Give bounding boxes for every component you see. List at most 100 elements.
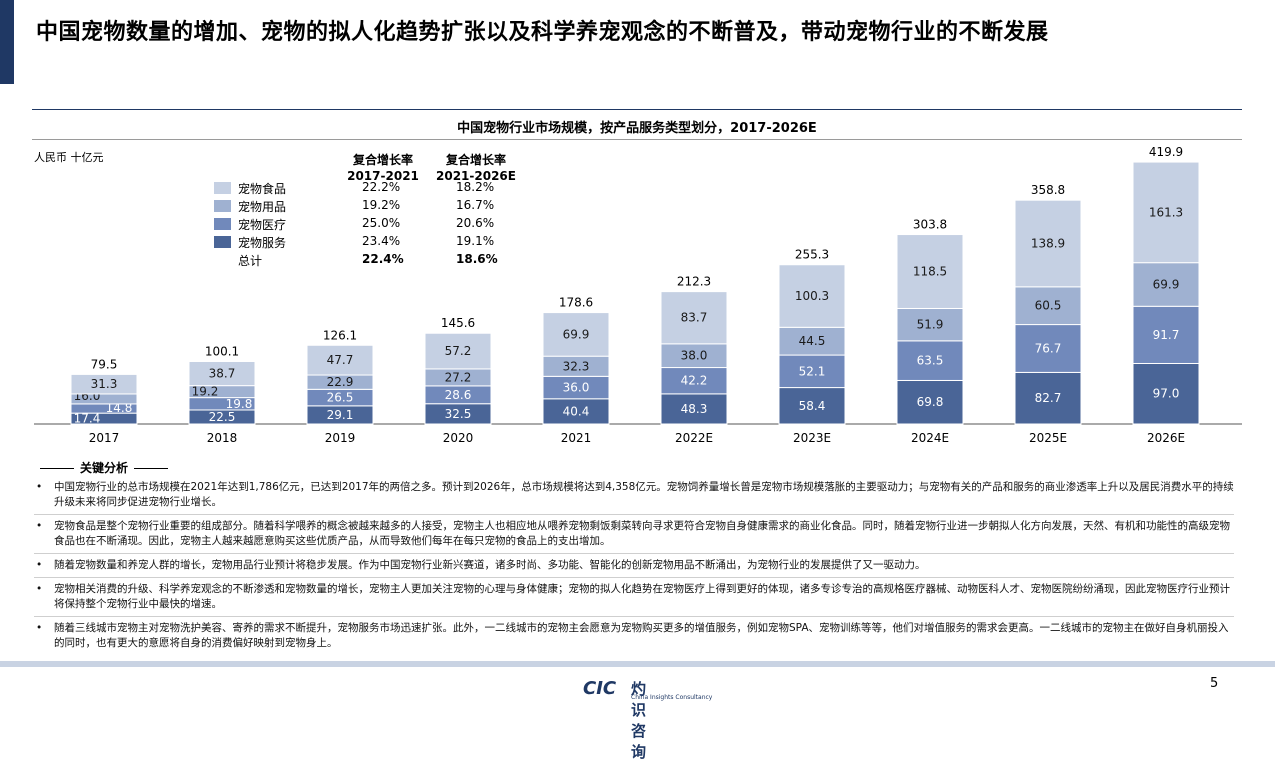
bar-value-label: 58.4 [799, 399, 826, 413]
bar-value-label: 27.2 [445, 370, 472, 384]
x-tick-label: 2017 [89, 431, 120, 445]
bar-segment [1132, 262, 1200, 307]
bullet-dot: • [36, 583, 43, 595]
bar-total-label: 100.1 [205, 344, 239, 358]
bar-value-label: 38.7 [209, 367, 236, 381]
bar-value-label: 31.3 [91, 377, 118, 391]
key-finding-text: 宠物相关消费的升级、科学养宠观念的不断渗透和宠物数量的增长，宠物主人更加关注宠物… [54, 583, 1230, 610]
legend-row-food: 宠物食品 22.2% 18.2% [214, 180, 514, 197]
bar-value-label: 26.5 [327, 391, 354, 405]
bar-segment [660, 393, 728, 425]
title-divider [32, 109, 1242, 110]
bullet-dot: • [36, 559, 43, 571]
bar-segment [542, 312, 610, 357]
bar-value-label: 69.8 [917, 395, 944, 409]
cagr-header-2-line2: 2021-2026E [436, 169, 516, 183]
cagr-header-1-line1: 复合增长率 [352, 153, 413, 167]
bar-value-label: 42.2 [681, 374, 708, 388]
slide-title: 中国宠物数量的增加、宠物的拟人化趋势扩张以及科学养宠观念的不断普及，带动宠物行业… [36, 19, 1049, 45]
bullet-dot: • [36, 520, 43, 532]
key-finding-item: • 宠物相关消费的升级、科学养宠观念的不断渗透和宠物数量的增长，宠物主人更加关注宠… [34, 582, 1234, 612]
bar-value-label: 91.7 [1153, 328, 1180, 342]
bar-segment [306, 344, 374, 376]
bar-value-label: 48.3 [681, 402, 708, 416]
bar-total-label: 178.6 [559, 296, 593, 310]
bar-value-label: 82.7 [1035, 391, 1062, 405]
bar-segment [896, 234, 964, 309]
key-findings-list: • 中国宠物行业的总市场规模在2021年达到1,786亿元，已达到2017年的两倍… [34, 480, 1234, 655]
x-tick-label: 2024E [911, 431, 949, 445]
bar-value-label: 19.2 [192, 385, 219, 399]
page-number: 5 [1210, 676, 1219, 691]
bar-value-label: 161.3 [1149, 205, 1183, 219]
bar-value-label: 44.5 [799, 334, 826, 348]
bar-value-label: 32.3 [563, 359, 590, 373]
bullet-divider [34, 577, 1234, 578]
bar-value-label: 19.8 [226, 397, 253, 411]
bar-segment [542, 398, 610, 425]
bar-value-label: 28.6 [445, 388, 472, 402]
bar-value-label: 47.7 [327, 353, 354, 367]
legend-cagr2-total: 18.6% [456, 252, 498, 266]
logo-chinese-name: 灼识咨询 [631, 680, 647, 761]
x-tick-label: 2022E [675, 431, 713, 445]
bar-segment [660, 291, 728, 345]
bar-total-label: 303.8 [913, 218, 947, 232]
bar-segment [778, 354, 846, 389]
x-tick-label: 2026E [1147, 431, 1185, 445]
bar-total-label: 79.5 [91, 357, 118, 371]
bullet-dot: • [36, 481, 43, 493]
key-finding-text: 中国宠物行业的总市场规模在2021年达到1,786亿元，已达到2017年的两倍之… [54, 481, 1234, 508]
y-axis-unit-label: 人民币 十亿元 [34, 151, 104, 164]
key-finding-text: 宠物食品是整个宠物行业重要的组成部分。随着科学喂养的概念被越来越多的人接受，宠物… [54, 520, 1230, 547]
bar-value-label: 17.4 [74, 412, 101, 426]
legend-row-supplies: 宠物用品 19.2% 16.7% [214, 198, 514, 215]
bar-total-label: 255.3 [795, 248, 829, 262]
legend-swatch-food [214, 182, 231, 194]
bar-segment [424, 332, 492, 370]
key-finding-item: • 随着宠物数量和养宠人群的增长，宠物用品行业预计将稳步发展。作为中国宠物行业新兴… [34, 558, 1234, 573]
bar-value-label: 38.0 [681, 349, 708, 363]
key-findings-rule-right [134, 468, 169, 469]
legend-cagr1-services: 23.4% [362, 234, 401, 248]
key-findings-title: 关键分析 [80, 461, 129, 475]
bar-segment [1132, 305, 1200, 364]
bar-value-label: 138.9 [1031, 237, 1065, 251]
bar-value-label: 52.1 [799, 364, 826, 378]
bullet-divider [34, 514, 1234, 515]
bar-value-label: 63.5 [917, 354, 944, 368]
bar-value-label: 69.9 [563, 327, 590, 341]
bar-value-label: 36.0 [563, 381, 590, 395]
bar-value-label: 97.0 [1153, 387, 1180, 401]
key-finding-item: • 中国宠物行业的总市场规模在2021年达到1,786亿元，已达到2017年的两倍… [34, 480, 1234, 510]
footer-bar [0, 661, 1275, 667]
x-tick-label: 2021 [561, 431, 592, 445]
bar-total-label: 212.3 [677, 275, 711, 289]
bar-segment [188, 360, 256, 387]
legend-swatch-medical [214, 218, 231, 230]
legend-cagr1-total: 22.4% [362, 252, 404, 266]
bar-segment [778, 326, 846, 356]
x-tick-label: 2020 [443, 431, 474, 445]
x-tick-label: 2025E [1029, 431, 1067, 445]
legend-cagr1-medical: 25.0% [362, 216, 401, 230]
chart-title: 中国宠物行业市场规模，按产品服务类型划分，2017-2026E [457, 121, 817, 136]
key-finding-text: 随着三线城市宠物主对宠物洗护美容、寄养的需求不断提升，宠物服务市场迅速扩张。此外… [54, 622, 1229, 649]
legend-cagr1-food: 22.2% [362, 180, 401, 194]
legend-row-medical: 宠物医疗 25.0% 20.6% [214, 216, 514, 233]
bar-value-label: 29.1 [327, 408, 354, 422]
key-finding-item: • 随着三线城市宠物主对宠物洗护美容、寄养的需求不断提升，宠物服务市场迅速扩张。此… [34, 621, 1234, 651]
bar-segment [660, 367, 728, 395]
bar-value-label: 51.9 [917, 318, 944, 332]
bar-total-label: 126.1 [323, 328, 357, 342]
legend-cagr2-supplies: 16.7% [456, 198, 495, 212]
bar-value-label: 118.5 [913, 265, 947, 279]
bar-segment [1014, 199, 1082, 288]
key-findings-header: 关键分析 [34, 459, 174, 476]
bar-value-label: 32.5 [445, 407, 472, 421]
x-tick-label: 2023E [793, 431, 831, 445]
key-findings-rule-left [40, 468, 74, 469]
bar-value-label: 76.7 [1035, 341, 1062, 355]
legend-cagr2-medical: 20.6% [456, 216, 495, 230]
bullet-divider [34, 616, 1234, 617]
